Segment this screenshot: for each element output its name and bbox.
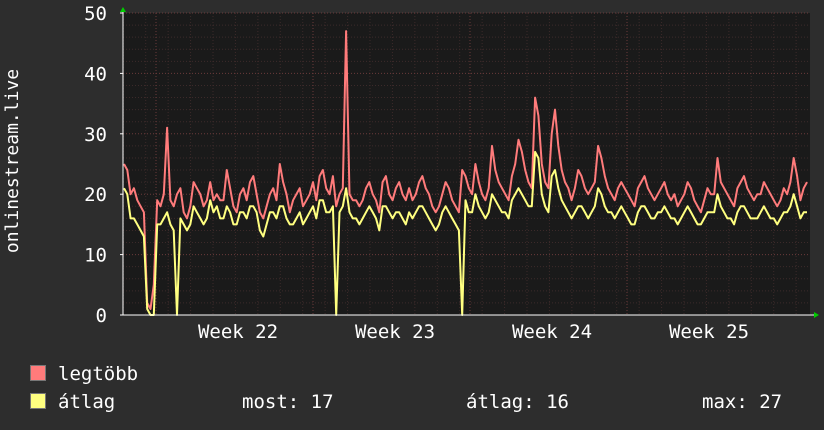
stat-average: átlag: 16 (466, 390, 569, 414)
y-axis-label: onlinestream.live (2, 68, 23, 254)
y-tick-label: 0 (96, 305, 107, 327)
legend-item-max: legtöbb (30, 362, 138, 386)
legend-swatch-max (30, 365, 46, 381)
stat-current-value: 17 (310, 391, 334, 413)
y-axis-arrow (120, 7, 126, 12)
stat-maximum: max: 27 (702, 390, 782, 414)
plot-area (123, 13, 810, 315)
x-tick-label: Week 22 (198, 321, 278, 343)
legend-swatch-avg (30, 393, 46, 409)
stat-current-label: most: (242, 391, 300, 413)
legend-item-avg: átlag (30, 390, 115, 414)
x-tick-label: Week 25 (669, 321, 749, 343)
y-axis-label-wrap: onlinestream.live (1, 0, 23, 430)
stat-average-label: átlag: (466, 391, 535, 413)
x-tick-label: Week 23 (355, 321, 435, 343)
y-tick-label: 10 (84, 245, 107, 267)
y-tick-label: 50 (84, 3, 107, 25)
y-tick-label: 30 (84, 124, 107, 146)
x-axis-arrow (814, 312, 819, 318)
legend-label-avg: átlag (58, 391, 116, 413)
stat-maximum-value: 27 (759, 391, 783, 413)
stat-average-value: 16 (546, 391, 569, 413)
legend-label-max: legtöbb (58, 363, 139, 385)
series-line-avg (123, 150, 807, 316)
stat-maximum-label: max: (702, 391, 748, 413)
y-tick-label: 20 (84, 184, 107, 206)
stat-current: most: 17 (242, 390, 334, 414)
series-line-max (123, 30, 808, 310)
y-tick-label: 40 (84, 63, 107, 85)
x-tick-label: Week 24 (512, 321, 592, 343)
